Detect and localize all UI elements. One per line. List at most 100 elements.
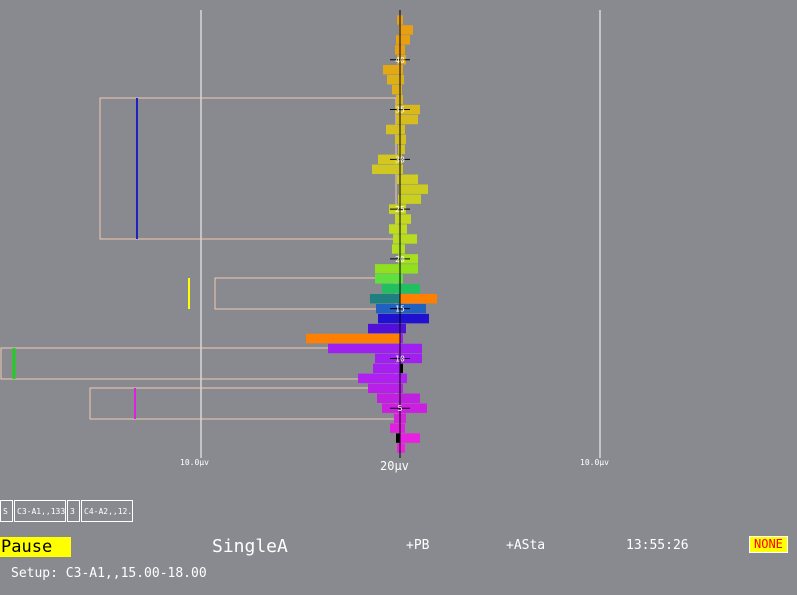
histogram-bar-1-left xyxy=(397,443,400,453)
histogram-bar-34-left xyxy=(396,114,400,125)
histogram-bar-9-right xyxy=(400,363,403,374)
asta-toggle[interactable]: +ASta xyxy=(506,538,546,553)
histogram-bar-31-left xyxy=(398,144,400,155)
y-tick-label-25: 25 xyxy=(395,205,405,214)
histogram-bar-9-left xyxy=(373,363,400,374)
channel-tab-3[interactable]: 3 xyxy=(67,500,80,522)
histogram-bar-23-right xyxy=(400,224,407,234)
histogram-bar-32-left xyxy=(395,134,400,145)
histogram-bar-28-right xyxy=(400,174,418,184)
histogram-bar-1-right xyxy=(400,443,405,453)
histogram-bar-18-left xyxy=(375,274,400,284)
histogram-bar-30-left xyxy=(378,154,400,165)
event-box-1[interactable] xyxy=(99,97,397,240)
histogram-bar-31-right xyxy=(400,144,405,155)
histogram-bar-26-left xyxy=(398,194,400,204)
scale-label-right: 10.0µv xyxy=(580,458,609,467)
histogram-bar-6-right xyxy=(400,393,420,403)
setup-line: Setup: C3-A1,,15.00-18.00 xyxy=(11,566,207,581)
histogram-bar-13-left xyxy=(368,323,400,334)
histogram-bar-21-left xyxy=(392,244,400,254)
histogram-bar-21-right xyxy=(400,244,405,254)
histogram-bar-26-right xyxy=(400,194,421,204)
histogram-bar-11-left xyxy=(328,343,400,354)
histogram-bar-38-right xyxy=(400,74,404,85)
histogram-bar-41-right xyxy=(400,45,405,55)
histogram-bar-39-left xyxy=(383,65,400,75)
histogram-plot: 40 35 30 25 20 15 10 5 10.0µv 20µv 10.0µv xyxy=(0,10,609,473)
histogram-bar-16-left xyxy=(370,293,400,304)
histogram-bar-4-left xyxy=(394,413,400,423)
mode-label: SingleA xyxy=(212,536,288,557)
histogram-bar-12-left xyxy=(306,333,400,344)
histogram-bar-4-right xyxy=(400,413,406,423)
histogram-bar-38-left xyxy=(387,74,400,85)
scale-label-left: 10.0µv xyxy=(180,458,209,467)
grid-lines xyxy=(200,10,601,458)
histogram-bar-16-right xyxy=(400,293,437,304)
clock-readout: 13:55:26 xyxy=(626,538,689,553)
channel-tab-c4a2[interactable]: C4-A2,,12.00-15.00 xyxy=(81,500,133,522)
histogram-bar-33-right xyxy=(400,124,405,135)
y-ticks: 40 35 30 25 20 15 10 5 xyxy=(390,56,410,413)
histogram-bar-5-right xyxy=(400,403,427,413)
histogram-bar-7-left xyxy=(368,383,400,394)
histogram-bar-23-left xyxy=(389,224,400,234)
histogram-bar-2-right xyxy=(400,433,420,443)
histogram-bar-43-right xyxy=(400,25,413,35)
histogram-bar-29-left xyxy=(372,164,400,175)
histogram-bar-22-right xyxy=(400,234,417,244)
histogram-bar-8-left xyxy=(358,373,400,384)
event-box-2[interactable] xyxy=(214,277,397,310)
histogram-bar-22-left xyxy=(393,234,400,244)
y-tick-label-10: 10 xyxy=(395,354,405,363)
histogram-bar-29-right xyxy=(400,164,403,175)
histogram-bar-8-right xyxy=(400,373,407,384)
histogram-bar-32-right xyxy=(400,134,406,145)
histogram-bar-36-right xyxy=(400,94,403,105)
histogram-bar-3-right xyxy=(400,423,405,433)
status-bar: Pause SingleA +PB +ASta 13:55:26 NONE xyxy=(0,532,797,558)
histogram-bar-12-right xyxy=(400,333,403,344)
y-tick-label-40: 40 xyxy=(395,56,405,65)
histogram-bars xyxy=(306,15,437,453)
pause-indicator[interactable]: Pause xyxy=(0,537,71,557)
pb-toggle[interactable]: +PB xyxy=(406,538,430,553)
histogram-bar-24-left xyxy=(395,214,400,224)
histogram-bar-10-left xyxy=(375,353,400,364)
histogram-bar-37-left xyxy=(392,84,400,95)
histogram-bar-6-left xyxy=(377,393,400,403)
y-tick-label-35: 35 xyxy=(395,106,405,115)
scale-label-center: 20µv xyxy=(380,459,409,473)
histogram-bar-41-left xyxy=(395,45,400,55)
histogram-bar-19-right xyxy=(400,264,418,274)
y-tick-label-30: 30 xyxy=(395,155,405,164)
histogram-bar-17-left xyxy=(382,284,400,294)
event-boxes xyxy=(0,97,397,420)
histogram-bar-19-left xyxy=(375,264,400,274)
histogram-bar-3-left xyxy=(390,423,400,433)
histogram-bar-14-right xyxy=(400,313,429,324)
channel-tab-c3a1[interactable]: C3-A1,,1330 xyxy=(14,500,66,522)
none-flag[interactable]: NONE xyxy=(749,536,788,553)
histogram-bar-15-right xyxy=(400,303,426,314)
event-box-3[interactable] xyxy=(0,347,397,380)
y-tick-label-20: 20 xyxy=(395,255,405,264)
histogram-bar-24-right xyxy=(400,214,411,224)
histogram-bar-14-left xyxy=(378,313,400,324)
histogram-bar-44-right xyxy=(400,15,403,25)
channel-tab-s[interactable]: S xyxy=(0,500,13,522)
y-tick-label-15: 15 xyxy=(395,305,405,314)
histogram-bar-36-left xyxy=(396,94,400,105)
histogram-bar-42-left xyxy=(396,35,400,45)
histogram-bar-37-right xyxy=(400,84,402,95)
y-tick-label-5: 5 xyxy=(398,404,403,413)
histogram-bar-44-left xyxy=(397,15,400,25)
histogram-bar-2-left xyxy=(396,433,400,443)
histogram-bar-28-left xyxy=(397,174,400,184)
histogram-bar-10-right xyxy=(400,353,422,364)
histogram-bar-17-right xyxy=(400,284,420,294)
histogram-bar-15-left xyxy=(376,303,400,314)
histogram-bar-13-right xyxy=(400,323,406,334)
histogram-bar-33-left xyxy=(386,124,400,135)
